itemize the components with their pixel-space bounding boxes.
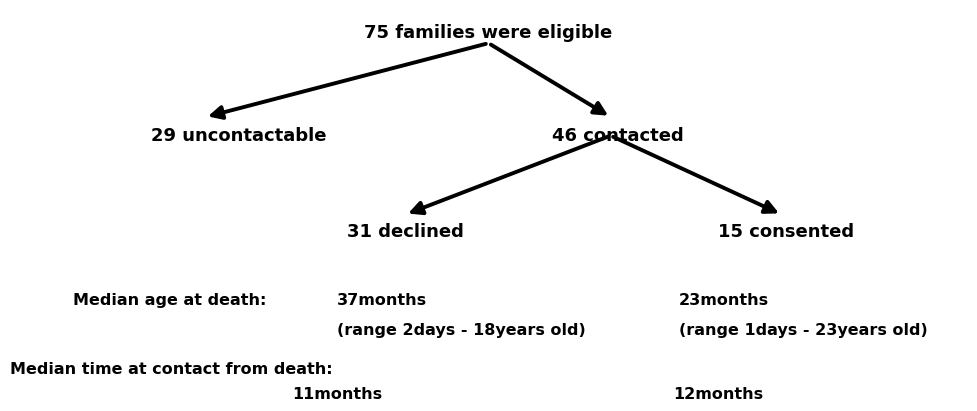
Text: 46 contacted: 46 contacted [552,127,684,145]
Text: 12months: 12months [673,387,763,402]
Text: 15 consented: 15 consented [718,223,854,241]
Text: Median age at death:: Median age at death: [73,293,267,307]
Text: (range 2days - 18years old): (range 2days - 18years old) [337,323,586,338]
Text: 31 declined: 31 declined [347,223,464,241]
Text: 37months: 37months [337,293,427,307]
Text: 23months: 23months [679,293,769,307]
Text: (range 1days - 23years old): (range 1days - 23years old) [679,323,928,338]
Text: 11months: 11months [292,387,382,402]
Text: Median time at contact from death:: Median time at contact from death: [10,363,332,377]
Text: 29 uncontactable: 29 uncontactable [151,127,327,145]
Text: 75 families were eligible: 75 families were eligible [364,24,613,42]
